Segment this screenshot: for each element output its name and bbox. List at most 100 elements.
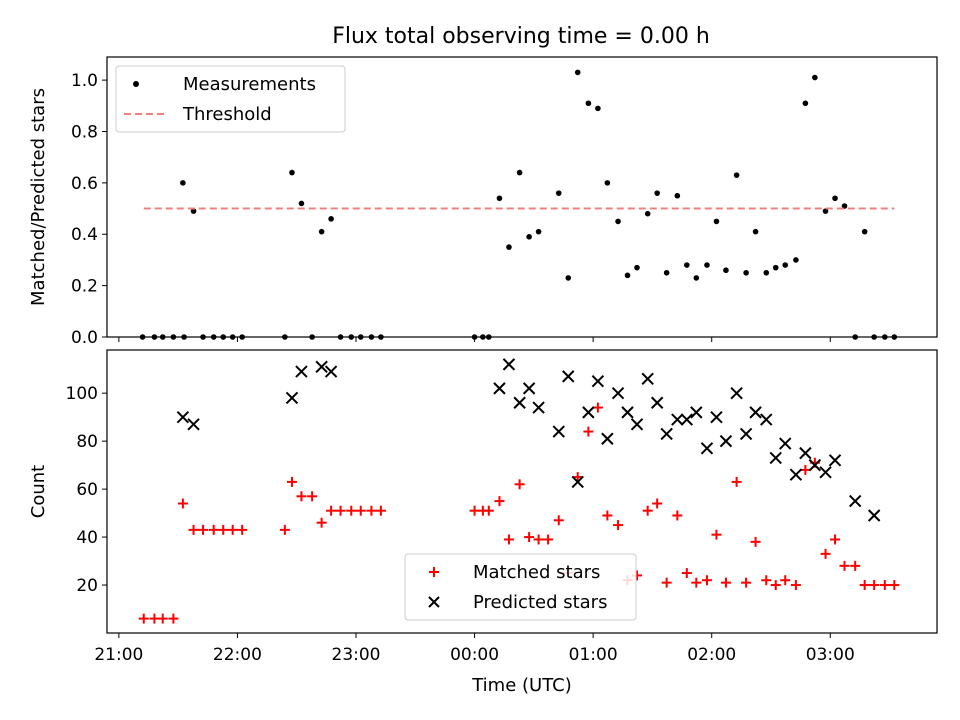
matched-star-point	[533, 534, 544, 545]
matched-star-point	[177, 498, 188, 509]
matched-star-point	[366, 505, 377, 516]
matched-star-point	[820, 548, 831, 559]
matched-star-point	[780, 575, 791, 586]
predicted-star-point	[493, 382, 506, 395]
measurement-point	[496, 195, 503, 202]
matched-star-point	[307, 491, 318, 502]
legend-label: Matched stars	[473, 562, 600, 583]
y-tick-label: 60	[76, 480, 98, 500]
predicted-star-point	[739, 427, 753, 441]
y-tick-label: 1.0	[71, 71, 98, 91]
measurement-point	[654, 190, 660, 196]
measurement-point	[565, 275, 572, 281]
predicted-star-point	[760, 413, 773, 426]
predicted-star-point	[650, 396, 664, 409]
measurement-point	[832, 195, 838, 202]
matched-star-point	[483, 505, 494, 516]
matched-star-point	[218, 524, 229, 535]
predicted-star-point	[779, 437, 792, 450]
predicted-star-point	[513, 396, 526, 409]
matched-star-point	[701, 575, 712, 586]
top-y-axis-label: Matched/Predicted stars	[28, 88, 49, 306]
y-tick-label: 40	[76, 528, 98, 548]
y-tick-label: 100	[66, 384, 98, 404]
measurement-point	[841, 203, 848, 209]
predicted-star-point	[285, 391, 299, 405]
matched-star-point	[286, 476, 297, 487]
matched-star-point	[494, 496, 505, 507]
matched-star-point	[335, 505, 346, 516]
matched-star-point	[850, 560, 861, 571]
matched-star-point	[869, 580, 880, 591]
matched-star-point	[237, 524, 248, 535]
bottom-legend: Matched stars Predicted stars	[404, 553, 637, 621]
top-legend: Measurements Threshold	[115, 65, 346, 133]
predicted-star-point	[867, 509, 881, 522]
x-axis-label: Time (UTC)	[471, 675, 572, 696]
legend-label: Measurements	[183, 74, 316, 95]
predicted-star-point	[630, 418, 644, 431]
measurement-point	[782, 262, 789, 268]
legend-box	[115, 65, 346, 133]
measurement-point	[663, 269, 670, 276]
measurement-point	[298, 200, 305, 207]
measurement-point	[763, 269, 770, 276]
predicted-star-point	[848, 494, 862, 508]
predicted-star-point	[828, 454, 842, 467]
measurement-point	[624, 272, 631, 279]
y-tick-label: 0.8	[71, 122, 98, 142]
measurement-point	[604, 180, 611, 186]
measurement-point	[644, 210, 651, 217]
predicted-star-point	[571, 475, 584, 489]
measurement-point	[861, 228, 868, 235]
legend-label: Predicted stars	[473, 592, 607, 613]
bottom-data-layer	[138, 358, 900, 624]
predicted-star-point	[562, 370, 575, 383]
measurement-point	[555, 190, 562, 196]
x-tick-label: 03:00	[806, 645, 855, 665]
matched-star-point	[157, 613, 168, 624]
predicted-star-point	[187, 418, 200, 431]
measurement-point	[526, 234, 532, 240]
predicted-star-point	[621, 406, 634, 419]
matched-star-point	[188, 524, 199, 535]
x-tick-label: 23:00	[332, 645, 381, 665]
matched-star-point	[355, 505, 366, 516]
matched-star-point	[346, 505, 357, 516]
measurement-point	[190, 208, 197, 214]
predicted-star-point	[324, 365, 338, 378]
matched-star-point	[839, 560, 850, 571]
y-tick-label: 0.4	[71, 225, 98, 245]
matched-star-point	[279, 524, 290, 535]
predicted-star-point	[690, 406, 703, 419]
matched-star-point	[750, 536, 761, 547]
matched-star-point	[524, 532, 535, 543]
top-x-ticks	[118, 337, 831, 342]
measurement-point	[535, 228, 542, 235]
matched-star-point	[830, 534, 841, 545]
top-y-ticks: 0.0 0.2 0.4 0.6 0.8 1.0	[71, 71, 107, 348]
matched-star-point	[316, 517, 327, 528]
matched-star-point	[711, 529, 722, 540]
matched-star-point	[326, 505, 337, 516]
matched-star-point	[652, 498, 663, 509]
y-tick-label: 80	[76, 432, 98, 452]
legend-predicted-swatch	[428, 596, 440, 608]
predicted-star-point	[582, 406, 595, 419]
measurement-point	[723, 267, 729, 274]
bottom-y-ticks: 20 40 60 80 100	[66, 384, 107, 596]
matched-star-point	[514, 479, 525, 490]
y-tick-label: 0.2	[71, 277, 98, 297]
matched-star-point	[543, 534, 554, 545]
matched-star-point	[879, 580, 890, 591]
matched-star-point	[208, 524, 219, 535]
matched-star-point	[720, 577, 731, 588]
predicted-star-point	[522, 382, 536, 395]
legend-box	[404, 553, 637, 621]
matched-star-point	[859, 580, 870, 591]
matched-star-point	[553, 515, 564, 526]
measurement-point	[506, 244, 512, 250]
measurement-point	[793, 257, 799, 263]
matched-star-point	[790, 580, 801, 591]
